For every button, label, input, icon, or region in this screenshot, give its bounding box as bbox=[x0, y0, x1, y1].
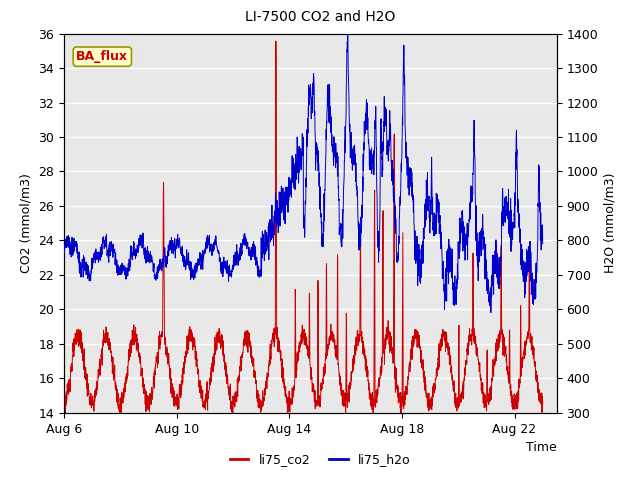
Text: BA_flux: BA_flux bbox=[76, 50, 128, 63]
Y-axis label: CO2 (mmol/m3): CO2 (mmol/m3) bbox=[20, 173, 33, 273]
X-axis label: Time: Time bbox=[526, 441, 557, 454]
Legend: li75_co2, li75_h2o: li75_co2, li75_h2o bbox=[225, 448, 415, 471]
Text: LI-7500 CO2 and H2O: LI-7500 CO2 and H2O bbox=[245, 10, 395, 24]
Y-axis label: H2O (mmol/m3): H2O (mmol/m3) bbox=[604, 173, 617, 274]
